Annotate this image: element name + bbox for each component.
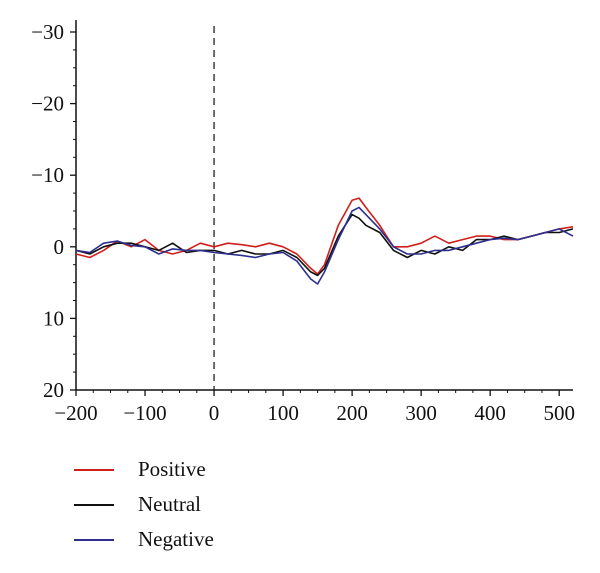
x-tick-label: 200 [336, 401, 368, 425]
legend-item-negative: Negative [74, 522, 214, 557]
series-line-positive [75, 197, 574, 275]
legend: Positive Neutral Negative [74, 452, 214, 557]
x-tick-label: 0 [209, 401, 220, 425]
x-tick-label: −200 [54, 401, 97, 425]
y-tick-label: 10 [43, 306, 64, 330]
legend-label: Neutral [138, 492, 201, 516]
x-tick-label: 500 [543, 401, 575, 425]
x-tick-label: −100 [123, 401, 166, 425]
y-tick-label: 0 [54, 235, 65, 259]
legend-label: Positive [138, 457, 206, 481]
x-tick-label: 100 [267, 401, 299, 425]
x-tick-label: 400 [474, 401, 506, 425]
y-tick-label: −30 [31, 20, 64, 44]
y-tick-label: −20 [31, 92, 64, 116]
legend-swatch [74, 468, 114, 471]
series-line-neutral [75, 213, 574, 277]
y-tick-label: −10 [31, 163, 64, 187]
legend-swatch [74, 538, 114, 541]
legend-swatch [74, 503, 114, 506]
legend-item-positive: Positive [74, 452, 214, 487]
y-tick-label: 20 [43, 378, 64, 402]
series-line-negative [75, 206, 574, 285]
legend-item-neutral: Neutral [74, 487, 214, 522]
plot-area [75, 26, 574, 390]
x-tick-label: 300 [405, 401, 437, 425]
legend-label: Negative [138, 527, 214, 551]
